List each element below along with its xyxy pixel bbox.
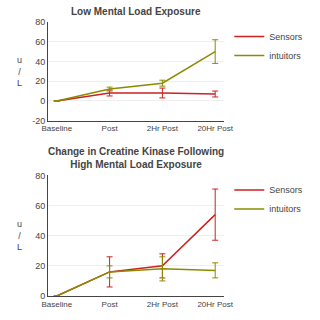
svg-text:intuitors: intuitors <box>269 51 301 61</box>
svg-text:Post: Post <box>102 300 119 309</box>
svg-text:Change in Creatine Kinase Foll: Change in Creatine Kinase FollowingHigh … <box>48 146 224 170</box>
svg-text:-20: -20 <box>32 116 45 126</box>
svg-text:0: 0 <box>40 96 45 106</box>
svg-text:Sensors: Sensors <box>269 185 303 195</box>
svg-text:2Hr Post: 2Hr Post <box>147 300 179 309</box>
svg-text:20Hr Post: 20Hr Post <box>197 124 233 133</box>
svg-text:Baseline: Baseline <box>41 124 72 133</box>
svg-text:60: 60 <box>35 37 45 47</box>
svg-text:20Hr Post: 20Hr Post <box>197 300 233 309</box>
svg-text:0: 0 <box>40 291 45 301</box>
svg-text:2Hr Post: 2Hr Post <box>147 124 179 133</box>
svg-text:60: 60 <box>35 201 45 211</box>
svg-text:Baseline: Baseline <box>41 300 72 309</box>
svg-text:u/L: u/L <box>17 55 22 88</box>
svg-text:20: 20 <box>35 261 45 271</box>
svg-text:40: 40 <box>35 57 45 67</box>
svg-text:intuitors: intuitors <box>269 204 301 214</box>
svg-text:20: 20 <box>35 76 45 86</box>
svg-text:Low Mental Load Exposure: Low Mental Load Exposure <box>71 6 201 17</box>
svg-text:Sensors: Sensors <box>269 32 303 42</box>
svg-text:40: 40 <box>35 231 45 241</box>
svg-text:80: 80 <box>35 17 45 27</box>
svg-text:80: 80 <box>35 171 45 181</box>
svg-text:Post: Post <box>102 124 119 133</box>
svg-text:u/L: u/L <box>17 219 22 252</box>
